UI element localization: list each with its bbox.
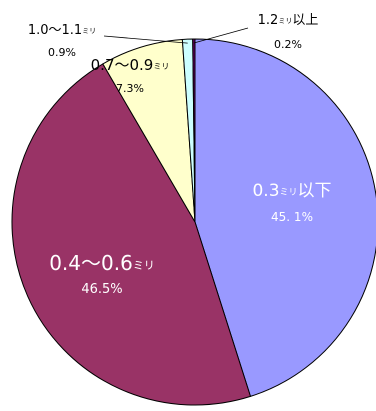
pie-slice-2 [11,63,252,406]
slice-category-label-3: 0.7〜0.9ミリ [91,56,170,74]
slice-value-label-3: 7.3% [116,82,144,95]
leader-line-4 [103,35,188,44]
pie-slices [11,38,376,406]
slice-value-label-1: 45. 1% [271,210,313,224]
slice-value-label-4: 0.9% [48,46,76,59]
leader-line-5 [193,27,249,44]
slice-category-label-4: 1.0〜1.1ミリ [28,23,96,38]
slice-category-label-1: 0.3ミリ以下 [252,181,331,201]
slice-value-label-5: 0.2% [274,38,302,51]
slice-category-label-5: 1.2ミリ以上 [258,13,319,28]
slice-labels: 0.3ミリ以下 45. 1% 0.4〜0.6ミリ 46.5% 0.7〜0.9ミリ 7.3%… [28,13,332,297]
slice-value-label-2: 46.5% [81,282,122,297]
pie-slice-5 [192,38,196,223]
leader-lines [103,27,249,44]
slice-category-label-2: 0.4〜0.6ミリ [49,251,155,275]
